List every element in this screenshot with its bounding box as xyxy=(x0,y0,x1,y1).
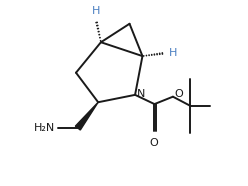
Polygon shape xyxy=(75,102,98,130)
Text: H: H xyxy=(169,48,178,58)
Text: H: H xyxy=(92,6,100,16)
Text: H₂N: H₂N xyxy=(33,123,55,133)
Text: N: N xyxy=(137,89,146,99)
Text: O: O xyxy=(149,138,158,148)
Text: O: O xyxy=(175,89,184,99)
